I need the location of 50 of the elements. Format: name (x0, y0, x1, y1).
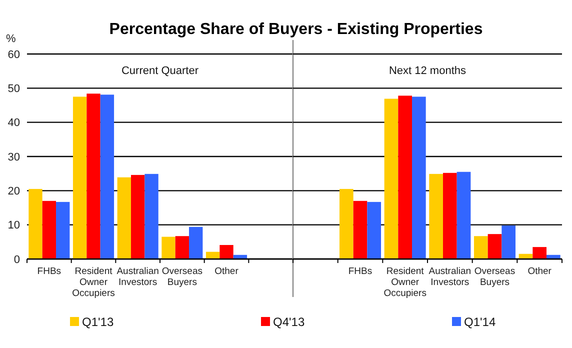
x-tick-label: FHBs (348, 266, 372, 277)
bar (28, 188, 42, 259)
x-tick-label: FHBs (37, 266, 62, 277)
legend-label: Q4'13 (273, 315, 305, 330)
x-tick-label: Resident Owner Occupiers (384, 266, 427, 299)
legend-label: Q1'13 (82, 315, 114, 330)
bar (456, 172, 471, 259)
text: Current Quarter (121, 65, 199, 77)
y-tick-label: 40 (8, 117, 20, 130)
bar (474, 236, 488, 259)
y-tick-label: 30 (8, 151, 20, 164)
bar (532, 247, 546, 259)
y-tick-label: 50 (8, 83, 20, 96)
x-tick-label: Overseas Buyers (474, 266, 516, 288)
bar (488, 234, 502, 259)
x-tick-label: Australian Investors (116, 266, 159, 288)
x-tick-label: Other (528, 266, 552, 277)
bar (398, 96, 412, 259)
x-tick-label: Australian Investors (428, 266, 472, 288)
bar (429, 174, 443, 259)
y-tick-label: 10 (8, 220, 20, 232)
bar (117, 177, 131, 259)
bar (130, 174, 145, 259)
bar (162, 236, 176, 259)
x-tick-label: Other (214, 266, 238, 277)
bar (144, 174, 158, 259)
bar (189, 226, 203, 259)
bar (220, 244, 234, 259)
bar (86, 94, 100, 259)
bar (412, 96, 426, 259)
bar (100, 94, 114, 259)
bar (72, 96, 87, 259)
y-tick-label: 0 (14, 254, 20, 266)
bar (175, 236, 190, 259)
x-tick-label: Overseas Buyers (162, 266, 203, 288)
bar (384, 98, 398, 259)
legend-label: Q1'14 (464, 315, 496, 330)
bar (502, 226, 516, 259)
y-axis-title: % (6, 33, 16, 45)
text: Next 12 months (388, 65, 467, 77)
bar (339, 188, 354, 259)
bar (443, 172, 457, 259)
y-tick-label: 20 (8, 186, 20, 198)
bar (367, 202, 382, 259)
bar (42, 200, 56, 259)
y-tick-label: 60 (8, 48, 20, 61)
bar (353, 200, 368, 259)
chart-title: Percentage Share of Buyers - Existing Properties (109, 21, 483, 38)
bar (56, 202, 70, 259)
x-tick-label: Resident Owner Occupiers (72, 266, 116, 299)
